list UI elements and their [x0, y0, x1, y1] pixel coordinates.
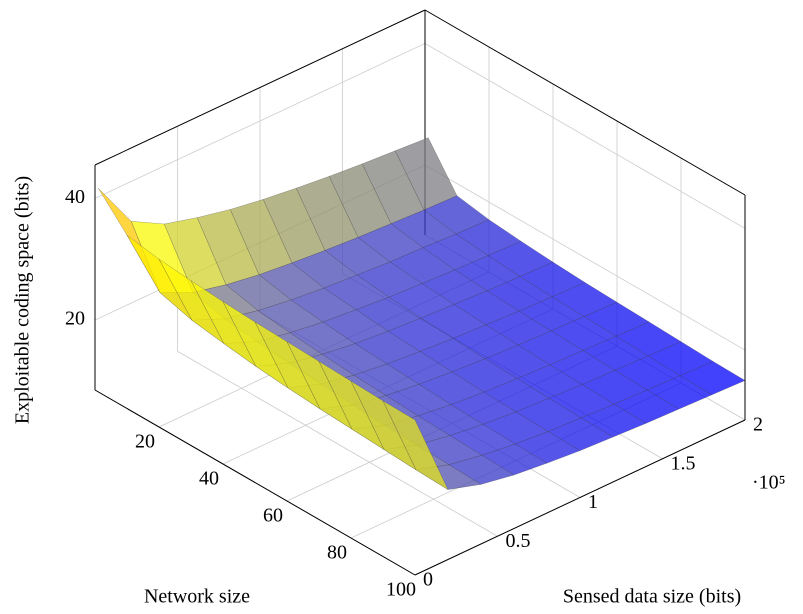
surface-patch — [382, 400, 449, 491]
y-tick-label: 0.5 — [506, 530, 531, 552]
x-tick-label: 20 — [135, 431, 155, 453]
y-tick-label: 1 — [588, 491, 598, 513]
grid-line — [177, 350, 498, 537]
grid-line — [94, 43, 426, 199]
x-tick-label: 60 — [263, 505, 283, 527]
y-axis-label: Sensed data size (bits) — [563, 586, 741, 608]
x-tick-label: 80 — [327, 542, 347, 564]
axis-box — [94, 389, 416, 576]
axis-box — [414, 419, 746, 576]
grid-line — [424, 43, 746, 229]
grid-line — [424, 164, 746, 351]
surface-patch — [448, 454, 515, 485]
y-tick-label: 1.5 — [671, 452, 696, 474]
y-tick-label: 0 — [423, 569, 433, 591]
x-tick-label: 100 — [386, 579, 416, 601]
surface-patch — [481, 443, 548, 476]
x-axis-label: Network size — [144, 586, 250, 608]
axis-box — [94, 9, 426, 166]
z-tick-label: 20 — [65, 308, 85, 330]
axis-box — [424, 9, 746, 196]
z-tick-label: 40 — [65, 186, 85, 208]
x-tick-label: 40 — [199, 468, 219, 490]
z-axis-label: Exploitable coding space (bits) — [12, 176, 34, 424]
y-scale-label: ·10⁵ — [752, 472, 786, 494]
y-tick-label: 2 — [753, 414, 763, 436]
